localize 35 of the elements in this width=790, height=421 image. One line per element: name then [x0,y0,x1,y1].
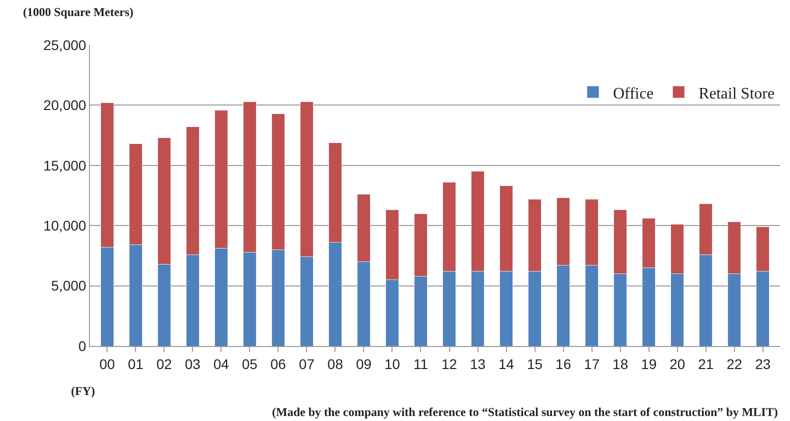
legend-label: Office [613,85,654,102]
x-tick-label: 04 [213,356,230,372]
y-axis-title: (1000 Square Meters) [23,5,134,19]
x-axis-title: (FY) [71,384,95,398]
x-tick-label: 18 [612,356,628,372]
x-tick-label: 10 [384,356,400,372]
x-tick-label: 20 [670,356,686,372]
x-tick-label: 22 [726,356,742,372]
x-tick-label: 13 [470,356,486,372]
x-tick-label: 16 [556,356,572,372]
x-tick-label: 06 [270,356,286,372]
x-tick-label: 07 [298,356,315,372]
y-tick-label: 0 [78,338,86,354]
legend-label: Retail Store [698,85,775,102]
x-tick-label: 09 [356,356,372,372]
x-tick-label: 05 [242,356,258,372]
x-tick-label: 15 [527,356,543,372]
y-tick-label: 25,000 [43,36,86,53]
x-tick-label: 02 [156,356,172,372]
x-tick-label: 19 [641,356,657,372]
y-tick-label: 20,000 [43,97,86,114]
x-tick-label: 01 [128,356,144,372]
x-tick-label: 23 [755,356,771,372]
x-tick-label: 03 [184,356,201,372]
x-tick-label: 12 [441,356,458,372]
x-tick-label: 17 [584,356,600,372]
y-tick-label: 15,000 [43,157,86,174]
y-tick-label: 5,000 [51,278,86,294]
x-tick-label: 11 [413,356,428,372]
x-tick-label: 00 [99,356,116,372]
y-tick-label: 10,000 [43,218,86,234]
text: (Made by the company with reference to “Statistical survey on the start of construction” by MLIT) [272,405,778,419]
x-tick-label: 14 [498,356,514,372]
x-tick-label: 21 [698,356,714,372]
x-tick-label: 08 [327,356,344,372]
